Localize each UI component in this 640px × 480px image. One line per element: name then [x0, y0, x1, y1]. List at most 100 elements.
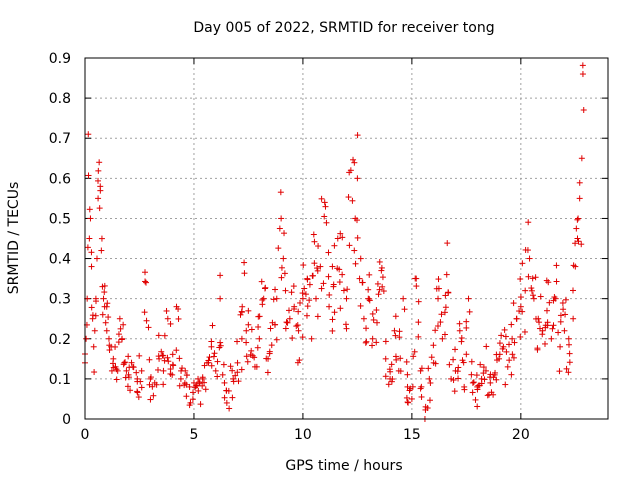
data-point	[352, 215, 360, 267]
data-point	[88, 263, 95, 311]
data-point	[123, 353, 132, 390]
data-point	[98, 235, 105, 254]
y-tick-label: 0.4	[49, 252, 71, 268]
data-point	[526, 255, 537, 299]
y-tick-label: 0.9	[49, 51, 71, 67]
data-point	[391, 313, 400, 363]
data-point	[310, 231, 318, 267]
data-point	[190, 375, 202, 391]
data-point	[334, 230, 344, 312]
data-point	[199, 362, 209, 393]
data-point	[121, 359, 129, 381]
data-point	[273, 189, 284, 343]
data-point	[87, 215, 95, 256]
data-point	[156, 348, 167, 388]
data-point	[461, 318, 470, 393]
data-point	[443, 240, 453, 368]
data-point	[354, 132, 361, 241]
data-point	[347, 156, 358, 254]
data-point	[265, 325, 275, 362]
data-point	[212, 272, 224, 380]
data-point	[230, 338, 241, 385]
data-point	[404, 383, 414, 406]
data-point	[308, 272, 316, 342]
data-point	[413, 275, 422, 340]
data-point	[295, 290, 306, 364]
data-point	[93, 177, 102, 262]
data-point	[496, 332, 506, 362]
data-point	[169, 347, 180, 378]
data-point	[225, 363, 236, 412]
x-tick-label: 10	[294, 427, 312, 443]
data-point	[439, 292, 449, 342]
y-tick-label: 0.1	[49, 372, 71, 388]
data-point	[417, 365, 425, 400]
data-point	[243, 307, 252, 365]
y-tick-label: 0.3	[49, 292, 71, 308]
data-point	[543, 279, 553, 329]
chart-title: Day 005 of 2022, SRMTID for receiver ton…	[193, 20, 494, 36]
x-tick-label: 0	[81, 427, 90, 443]
data-point	[504, 321, 515, 378]
data-point	[173, 303, 183, 389]
data-point	[100, 289, 108, 302]
data-point	[343, 169, 353, 302]
data-point	[217, 295, 227, 378]
y-tick-label: 0.5	[49, 211, 71, 227]
data-point	[238, 303, 246, 342]
data-point	[448, 346, 459, 395]
data-point	[251, 313, 262, 370]
x-tick-label: 5	[189, 427, 198, 443]
data-point	[90, 343, 98, 376]
data-point	[513, 275, 524, 340]
data-point	[435, 276, 445, 326]
data-point	[182, 367, 190, 400]
data-point	[579, 71, 587, 114]
data-point	[539, 277, 550, 347]
data-point	[572, 216, 581, 270]
data-point	[86, 206, 93, 242]
data-point	[241, 259, 250, 346]
y-tick-labels: 0 0.1 0.2 0.3 0.4 0.5 0.6 0.7 0.8 0.9	[49, 51, 71, 428]
data-point	[256, 278, 266, 342]
data-point	[426, 342, 437, 404]
data-point	[260, 284, 271, 376]
x-axis-label: GPS time / hours	[285, 458, 402, 474]
data-point	[365, 271, 376, 349]
data-point	[430, 285, 441, 367]
y-tick-label: 0.7	[49, 131, 71, 147]
x-tick-labels: 0 5 10 15 20	[81, 427, 530, 443]
data-point	[321, 199, 332, 280]
grid-lines	[84, 57, 608, 420]
data-point	[138, 269, 149, 391]
data-points	[82, 62, 587, 422]
y-tick-label: 0.6	[49, 171, 71, 187]
data-point	[247, 326, 258, 361]
data-point	[312, 243, 322, 320]
data-point	[317, 195, 328, 292]
data-point	[147, 374, 157, 403]
x-tick-label: 15	[403, 427, 421, 443]
data-point	[195, 379, 206, 408]
data-point	[500, 326, 510, 388]
data-point	[304, 275, 313, 310]
data-point	[360, 286, 372, 346]
data-point	[143, 279, 153, 388]
data-point	[330, 242, 341, 316]
data-point	[278, 215, 285, 281]
data-point	[570, 240, 579, 322]
data-point	[186, 383, 196, 409]
data-point	[85, 131, 92, 179]
data-point	[151, 332, 162, 388]
data-point	[84, 244, 91, 302]
data-point	[208, 322, 218, 369]
data-point	[234, 308, 245, 385]
data-point	[574, 215, 582, 245]
data-point	[378, 264, 387, 295]
data-point	[395, 328, 404, 375]
data-point	[91, 312, 99, 334]
data-point	[576, 179, 585, 248]
data-point	[509, 300, 518, 361]
data-point	[517, 260, 528, 335]
y-tick-label: 0.2	[49, 332, 71, 348]
